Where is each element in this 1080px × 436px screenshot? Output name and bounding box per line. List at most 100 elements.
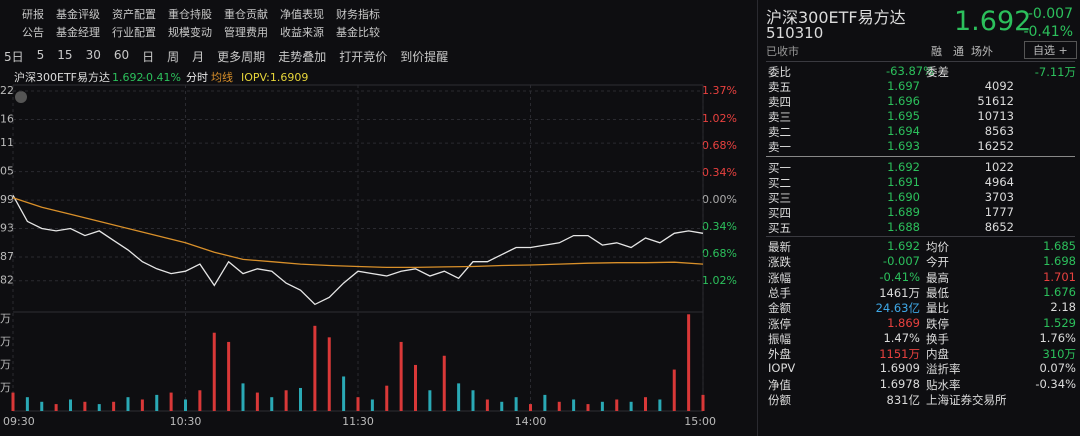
volume-bar [270,397,274,411]
bid-volume: 3703 [984,190,1014,204]
divider [766,61,1075,62]
nav-link[interactable]: 重仓持股 [168,8,212,21]
toolbar-button[interactable]: 5日 [4,50,24,64]
annotation: IOPV:1.6909 [241,71,308,84]
quote-pane: 沪深300ETF易方达 510310 已收市 1.692 -0.007 -0.41% 融通场… [757,0,1080,436]
volume-bar [126,397,130,411]
ask-label: 卖二 [768,125,791,139]
y-tick-label: 11 [0,136,14,149]
nav-link[interactable]: 研报 [22,8,44,21]
volume-tick-label: 万 [0,358,11,371]
stat-value: 1.6978 [879,376,920,391]
stat-value: 1.698 [1043,254,1076,269]
volume-bar [514,397,518,411]
stat-label: 涨幅 [768,270,791,285]
stat-value: 1.47% [883,330,920,345]
y2-tick-label: 1.37% [702,84,737,97]
bid-label: 买二 [768,176,791,190]
volume-bar [327,337,331,411]
nav-link[interactable]: 基金评级 [56,8,100,21]
nav-link[interactable]: 管理费用 [224,26,268,39]
volume-bar [471,390,475,411]
bid-price: 1.688 [887,220,920,234]
legend-entry: 分时 [186,71,208,84]
nav-link[interactable]: 净值表现 [280,8,324,21]
price-line [12,197,704,269]
price-line [12,194,704,306]
toolbar-button[interactable]: 走势叠加 [278,50,327,64]
toolbar-button[interactable]: 打开竞价 [339,50,388,64]
stat-label: 均价 [926,240,949,254]
stat-label: 涨跌 [768,255,791,270]
volume-bar [69,399,72,411]
volume-bar [543,394,547,411]
toolbar-button[interactable]: 月 [192,50,205,64]
toolbar-button[interactable]: 30 [85,48,101,62]
stat-value: 1.529 [1043,315,1076,330]
volume-bar [500,401,504,411]
stat-value: 1.692 [887,239,920,253]
toolbar-button[interactable]: 更多周期 [217,50,266,64]
stat-label: 外盘 [768,347,791,362]
toolbar: 5日 5 15 30 60 日周月更多周期 走势叠加 打开竞价 到价提醒 [4,48,448,65]
fund-name: 沪深300ETF易方达 [766,8,906,27]
stat-label: 换手 [926,331,949,346]
stat-label: 上海证券交易所 [926,393,1007,407]
stat-label: 金额 [768,301,791,316]
y-tick-label: 93 [0,222,14,235]
divider [766,236,1075,237]
x-tick-label: 09:30 [3,415,35,428]
nav-link[interactable]: 财务指标 [336,8,380,21]
nav-link[interactable]: 基金经理 [56,26,100,39]
tag[interactable]: 场外 [971,45,993,58]
stat-label: 今开 [926,255,949,270]
nav-link[interactable]: 行业配置 [112,26,156,39]
tag[interactable]: 自选 + [1024,41,1077,59]
tag[interactable]: 通 [953,45,964,58]
price-label: 1.692 [112,71,144,84]
stat-value: -0.41% [879,269,920,284]
chart-subtitle: 沪深300ETF易方达 [14,70,110,84]
toolbar-button[interactable]: 到价提醒 [400,50,449,64]
volume-bar [40,401,44,411]
nav-link[interactable]: 公告 [22,26,44,39]
volume-bar [485,399,489,411]
stat-label: IOPV [768,361,796,376]
stat-value: 1461万 [879,285,920,300]
toolbar-button[interactable]: 周 [167,50,180,64]
volume-bar [457,383,461,411]
stat-value: 1151万 [879,347,920,362]
toolbar-button[interactable]: 60 [113,48,130,62]
volume-bar [241,383,245,411]
stat-label: 净值 [768,377,791,392]
add-icon [15,91,27,103]
ratio-value: -7.11万 [1034,65,1076,79]
volume-bar [299,387,302,411]
toolbar-button[interactable]: 日 [142,50,155,64]
bid-price: 1.689 [887,205,920,219]
nav-link[interactable]: 资产配置 [112,8,156,21]
ratio-label: 委比 [768,65,791,79]
bid-label: 买五 [768,221,791,235]
volume-bar [615,399,619,411]
x-tick-label: 11:30 [342,415,374,428]
tag[interactable]: 融 [931,45,942,58]
toolbar-button[interactable]: 15 [57,48,73,62]
nav-link[interactable]: 基金比较 [336,26,380,39]
bid-volume: 1022 [984,160,1014,174]
nav-link[interactable]: 规模变动 [168,26,212,39]
nav-link[interactable]: 收益来源 [280,26,324,39]
stat-value: 310万 [1042,347,1076,362]
status: 已收市 [766,45,799,58]
stat-value: 1.6909 [879,361,920,376]
nav-link[interactable]: 重仓贡献 [224,8,268,21]
toolbar-button[interactable]: 5 [36,48,45,62]
volume-bar [572,399,576,411]
y2-tick-label: 1.02% [702,274,737,287]
change-label: -0.41% [142,71,181,84]
ask-price: 1.693 [887,139,920,153]
bid-price: 1.691 [887,175,920,189]
stat-value: 0.07% [1039,361,1076,376]
volume-bar [83,401,87,411]
